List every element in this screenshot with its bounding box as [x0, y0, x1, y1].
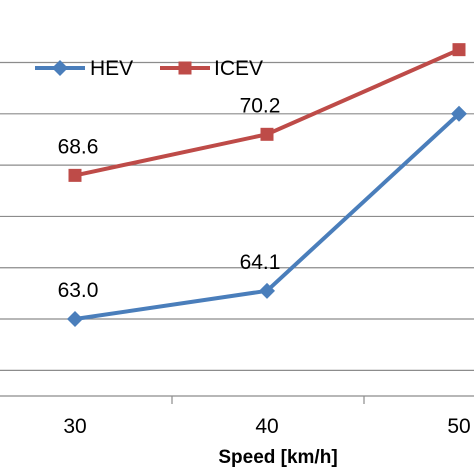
legend-marker-icev [178, 61, 192, 75]
marker-icev-40 [260, 127, 274, 141]
x-axis: 30 40 50 [0, 395, 474, 438]
gridlines [0, 61, 474, 371]
marker-icev-30 [68, 168, 82, 182]
data-label-hev-40: 64.1 [240, 251, 281, 274]
data-label-hev-30: 63.0 [58, 279, 99, 302]
data-label-icev-30: 68.6 [58, 135, 99, 158]
data-label-icev-40: 70.2 [240, 94, 281, 117]
legend: HEV ICEV [35, 57, 263, 80]
marker-icev-50 [452, 43, 466, 57]
marker-hev-30 [67, 311, 83, 328]
x-tick-label-30: 30 [63, 415, 86, 438]
data-labels: 63.0 64.1 68.6 70.2 [58, 94, 281, 302]
legend-marker-hev [52, 60, 68, 76]
x-axis-title: Speed [km/h] [218, 447, 337, 468]
legend-label-hev: HEV [90, 57, 133, 80]
x-tick-label-40: 40 [255, 415, 278, 438]
series-layer [67, 43, 467, 328]
x-tick-label-50: 50 [447, 415, 470, 438]
marker-hev-40 [259, 282, 275, 299]
marker-hev-50 [451, 105, 467, 122]
legend-label-icev: ICEV [214, 57, 263, 80]
